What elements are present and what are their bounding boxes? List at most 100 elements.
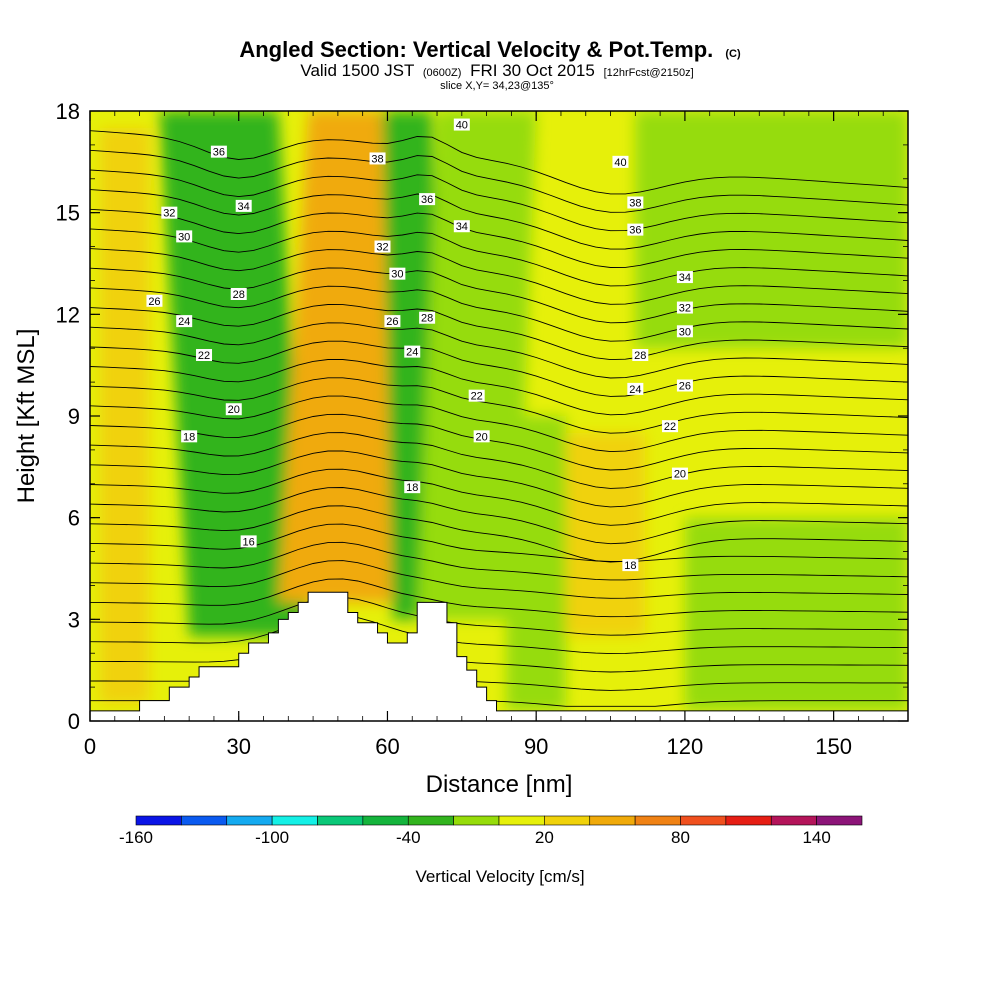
x-tick-label: 60	[375, 734, 399, 759]
y-tick-label: 12	[56, 302, 80, 327]
contour-label: 32	[374, 240, 391, 254]
colorbar-tick-label: -160	[119, 828, 153, 847]
isentrope-line	[90, 322, 908, 379]
x-tick-label: 0	[84, 734, 96, 759]
colorbar-swatch	[680, 815, 727, 826]
colorbar-swatch	[271, 815, 318, 826]
contour-label: 24	[176, 315, 193, 328]
svg-text:36: 36	[629, 225, 641, 237]
contour-label: 26	[146, 294, 163, 308]
svg-text:30: 30	[391, 269, 403, 281]
contour-label: 16	[240, 535, 257, 548]
svg-text:34: 34	[679, 272, 691, 284]
y-axis-label: Height [Kft MSL]	[13, 329, 40, 504]
colorbar-swatch	[453, 815, 500, 826]
velocity-region-9	[684, 517, 908, 711]
contour-label: 38	[369, 152, 386, 165]
y-tick-label: 0	[68, 709, 80, 734]
contour-label: 28	[419, 311, 436, 325]
contour-label: 34	[235, 199, 252, 213]
contour-label: 28	[230, 288, 247, 301]
isentrope-line	[90, 149, 908, 213]
y-tick-label: 15	[56, 201, 80, 226]
isentrope-line	[90, 633, 908, 673]
isentrope-line	[90, 304, 908, 361]
colorbar-title: Vertical Velocity [cm/s]	[415, 867, 584, 886]
svg-text:24: 24	[406, 347, 418, 359]
svg-text:40: 40	[456, 120, 468, 132]
isentrope-line	[90, 450, 908, 508]
colorbar-tick-label: 140	[802, 828, 830, 847]
colorbar-swatch	[725, 815, 772, 826]
svg-text:32: 32	[679, 303, 691, 315]
isentrope-line	[90, 505, 908, 563]
chart-title-main: Angled Section: Vertical Velocity & Pot.…	[239, 37, 713, 62]
contour-label: 30	[676, 325, 693, 338]
isentrope-line	[90, 169, 908, 232]
isentrope-line	[90, 285, 908, 342]
colorbar-swatch	[407, 815, 454, 826]
svg-text:30: 30	[178, 231, 190, 243]
isentrope-line	[90, 377, 908, 434]
x-tick-label: 30	[226, 734, 250, 759]
y-tick-label: 6	[68, 506, 80, 531]
isentrope-line	[90, 208, 908, 268]
svg-text:22: 22	[471, 391, 483, 403]
contour-label: 22	[662, 420, 679, 433]
contour-label: 36	[627, 223, 644, 237]
contour-label: 18	[622, 559, 639, 572]
svg-text:30: 30	[679, 326, 691, 338]
x-tick-label: 120	[667, 734, 704, 759]
svg-text:18: 18	[624, 560, 636, 572]
isentrope-line	[90, 395, 908, 453]
velocity-region-8	[635, 111, 908, 349]
x-axis-label: Distance [nm]	[426, 771, 573, 798]
svg-text:34: 34	[238, 201, 250, 213]
svg-text:20: 20	[674, 469, 686, 481]
colorbar-swatch	[544, 815, 591, 826]
velocity-region-7	[565, 432, 646, 637]
contour-label: 32	[161, 206, 178, 220]
contour-label: 28	[632, 349, 649, 362]
colorbar-tick-label: -100	[255, 828, 289, 847]
svg-text:28: 28	[233, 289, 245, 301]
chart-valid-time: Valid 1500 JST (0600Z) FRI 30 Oct 2015 […	[300, 61, 693, 80]
isentrope-line	[90, 228, 908, 287]
isentrope-line	[90, 413, 908, 471]
svg-text:20: 20	[228, 404, 240, 416]
chart-title-suffix: (C)	[725, 48, 741, 60]
isentrope-line	[90, 340, 908, 397]
contour-label: 26	[676, 379, 693, 393]
contour-label: 36	[419, 193, 436, 206]
isentrope-line	[90, 523, 908, 562]
colorbar-swatch	[135, 815, 182, 826]
isentrope-line	[90, 596, 908, 636]
svg-text:32: 32	[376, 242, 388, 254]
svg-text:36: 36	[213, 147, 225, 159]
contour-label: 36	[210, 145, 227, 159]
colorbar-swatch	[362, 815, 409, 826]
colorbar-swatch	[498, 815, 545, 826]
svg-text:38: 38	[629, 198, 641, 210]
svg-text:20: 20	[476, 431, 488, 443]
valid-date: FRI 30 Oct 2015	[470, 61, 595, 80]
svg-text:18: 18	[406, 482, 418, 494]
terrain	[90, 591, 908, 721]
svg-text:24: 24	[178, 316, 190, 328]
contour-label: 20	[225, 403, 242, 416]
contour-label: 34	[676, 271, 693, 284]
contour-label: 40	[453, 118, 470, 132]
velocity-region-0	[99, 127, 150, 705]
valid-fcst: [12hrFcst@2150z]	[604, 67, 694, 79]
isentrope-line	[90, 432, 908, 489]
y-tick-label: 9	[68, 404, 80, 429]
contour-label: 24	[404, 345, 421, 359]
contour-label: 26	[384, 315, 401, 328]
isentrope-line	[90, 248, 908, 305]
velocity-region-10	[506, 416, 566, 711]
isentrope-line	[90, 487, 908, 545]
colorbar-tick-label: 20	[535, 828, 554, 847]
